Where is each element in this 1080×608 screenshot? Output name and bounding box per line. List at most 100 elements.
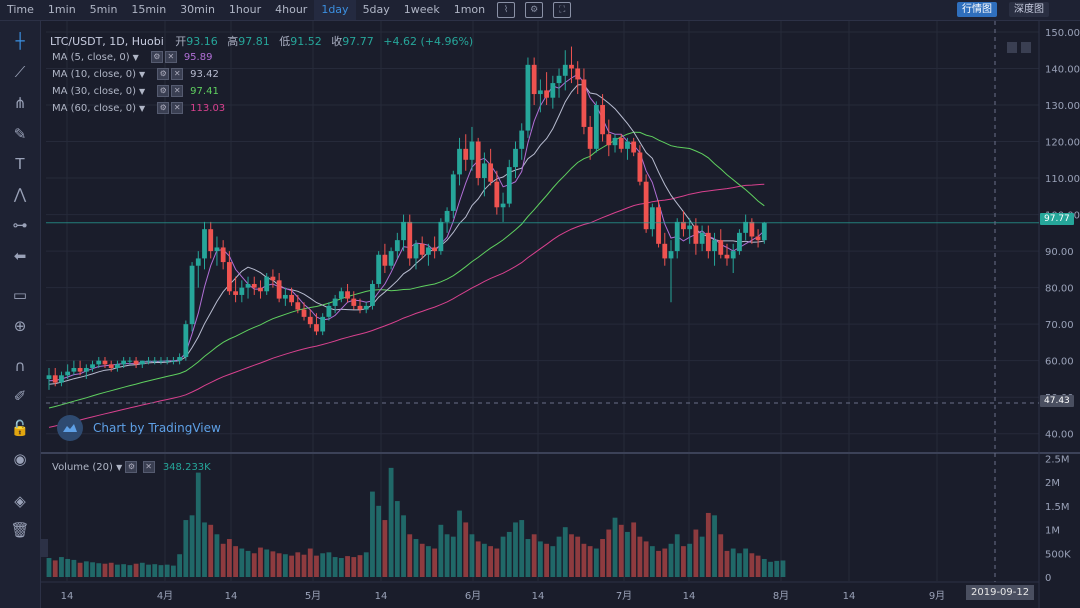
candle-body <box>531 64 537 95</box>
lock-drawing-icon[interactable]: ✐ <box>13 387 27 405</box>
timeframe-1week[interactable]: 1week <box>403 3 440 16</box>
volume-bar <box>357 555 363 577</box>
timeframe-time[interactable]: Time <box>7 3 34 16</box>
trendline-icon[interactable]: ⟋ <box>14 63 26 81</box>
timeframe-15min[interactable]: 15min <box>131 3 167 16</box>
chart-canvas[interactable]: 150.00140.00130.00120.00110.00100.0090.0… <box>41 21 1080 608</box>
volume-bar <box>482 543 487 577</box>
timeframe-1day[interactable]: 1day <box>314 0 356 20</box>
timeframe-5day[interactable]: 5day <box>362 3 390 16</box>
tab-chart-mode[interactable]: 行情图 <box>957 2 997 17</box>
chevron-down-icon[interactable]: ▼ <box>132 53 139 62</box>
volume-bar <box>59 557 64 577</box>
volume-bar <box>245 550 251 577</box>
close-icon[interactable]: ✕ <box>171 85 184 97</box>
time-axis-label: 6月 <box>465 590 481 602</box>
volume-bar <box>506 531 512 577</box>
eye-icon[interactable]: ◉ <box>13 450 27 468</box>
ruler-icon[interactable]: ▭ <box>12 286 28 304</box>
timeframe-1min[interactable]: 1min <box>47 3 76 16</box>
chart-type-icon[interactable]: ⌇ <box>497 2 516 18</box>
candle-body <box>457 148 462 175</box>
volume-label[interactable]: Volume (20) <box>52 462 113 473</box>
settings-icon[interactable]: ⚙ <box>125 461 138 473</box>
chevron-down-icon[interactable]: ▼ <box>139 70 146 79</box>
zoom-icon[interactable]: ⊕ <box>13 317 27 335</box>
magnet-icon[interactable]: ∩ <box>14 357 26 375</box>
timeframe-5min[interactable]: 5min <box>89 3 118 16</box>
symbol-name[interactable]: LTC/USDT, 1D, Huobi <box>50 35 164 48</box>
close-icon[interactable]: ✕ <box>142 461 155 473</box>
candle-body <box>295 302 301 310</box>
candle-body <box>388 251 394 266</box>
volume-value: 348.233K <box>162 462 211 473</box>
brush-icon[interactable]: ✎ <box>13 125 27 143</box>
candle-body <box>444 210 450 222</box>
time-axis-label: 14 <box>375 591 388 602</box>
volume-bar <box>276 553 282 577</box>
candle-body <box>177 357 183 361</box>
fullscreen-icon[interactable]: ⛶ <box>553 2 572 18</box>
volume-bar <box>780 560 786 577</box>
candle-body <box>749 221 755 237</box>
timeframe-30min[interactable]: 30min <box>180 3 215 16</box>
settings-icon[interactable]: ⚙ <box>157 85 170 97</box>
settings-icon[interactable]: ⚙ <box>525 2 544 18</box>
candle-body <box>307 316 313 325</box>
volume-bar <box>693 529 699 577</box>
volume-bar <box>401 515 406 577</box>
chevron-down-icon[interactable]: ▼ <box>116 463 123 472</box>
volume-bar <box>724 550 730 577</box>
pitchfork-icon[interactable]: ⋔ <box>13 94 27 112</box>
back-arrow-icon[interactable]: ⬅ <box>13 247 27 265</box>
ma-label[interactable]: MA (60, close, 0) <box>52 103 137 114</box>
close-icon[interactable]: ✕ <box>171 68 184 80</box>
price-axis-label: 70.00 <box>1045 320 1074 331</box>
timeframe-1hour[interactable]: 1hour <box>228 3 262 16</box>
candle-body <box>258 287 263 292</box>
volume-bar <box>469 534 475 577</box>
pattern-icon[interactable]: ⋀ <box>13 185 27 203</box>
layers-icon[interactable]: ◈ <box>14 492 26 510</box>
candle-body <box>208 229 214 252</box>
volume-bar <box>668 543 674 577</box>
settings-icon[interactable]: ⚙ <box>157 68 170 80</box>
crosshair-icon[interactable]: ┼ <box>15 32 25 50</box>
candle-body <box>363 305 369 310</box>
close-icon[interactable]: ✕ <box>171 102 184 114</box>
settings-icon[interactable]: ⚙ <box>157 102 170 114</box>
volume-bar <box>208 524 214 577</box>
timeframe-1mon[interactable]: 1mon <box>453 3 486 16</box>
tradingview-watermark[interactable]: Chart by TradingView <box>57 415 221 441</box>
measure-icon[interactable]: ⊶ <box>12 216 28 234</box>
ma-label[interactable]: MA (5, close, 0) <box>52 52 130 63</box>
tab-depth-mode[interactable]: 深度图 <box>1009 2 1049 17</box>
settings-icon[interactable]: ⚙ <box>150 51 163 63</box>
volume-bar <box>376 505 382 577</box>
ma-label[interactable]: MA (30, close, 0) <box>52 86 137 97</box>
volume-bar <box>749 553 755 577</box>
volume-bar <box>656 550 661 577</box>
volume-bar <box>183 520 189 577</box>
candle-body <box>519 130 525 149</box>
candle-body <box>656 207 661 244</box>
lock-icon[interactable]: 🔓 <box>10 419 30 437</box>
ma-legend-row: MA (5, close, 0) ▼ ⚙ ✕ 95.89 <box>52 51 212 63</box>
chevron-down-icon[interactable]: ▼ <box>139 87 146 96</box>
volume-bar <box>755 555 761 577</box>
volume-bar <box>382 520 388 577</box>
trash-icon[interactable]: 🗑 <box>10 521 30 539</box>
candle-body <box>357 305 363 310</box>
close-value: 97.77 <box>342 35 374 48</box>
close-icon[interactable]: ✕ <box>164 51 177 63</box>
chevron-down-icon[interactable]: ▼ <box>139 104 146 113</box>
price-axis-label: 130.00 <box>1045 101 1080 112</box>
candle-body <box>432 247 438 252</box>
candle-body <box>544 90 549 98</box>
text-icon[interactable]: T <box>15 155 25 173</box>
candle-body <box>743 221 749 233</box>
volume-bar <box>674 534 680 577</box>
timeframe-4hour[interactable]: 4hour <box>275 3 308 16</box>
timeframe-toolbar: Time 1min 5min 15min 30min 1hour 4hour 1day 5day… <box>0 0 1080 21</box>
ma-label[interactable]: MA (10, close, 0) <box>52 69 137 80</box>
